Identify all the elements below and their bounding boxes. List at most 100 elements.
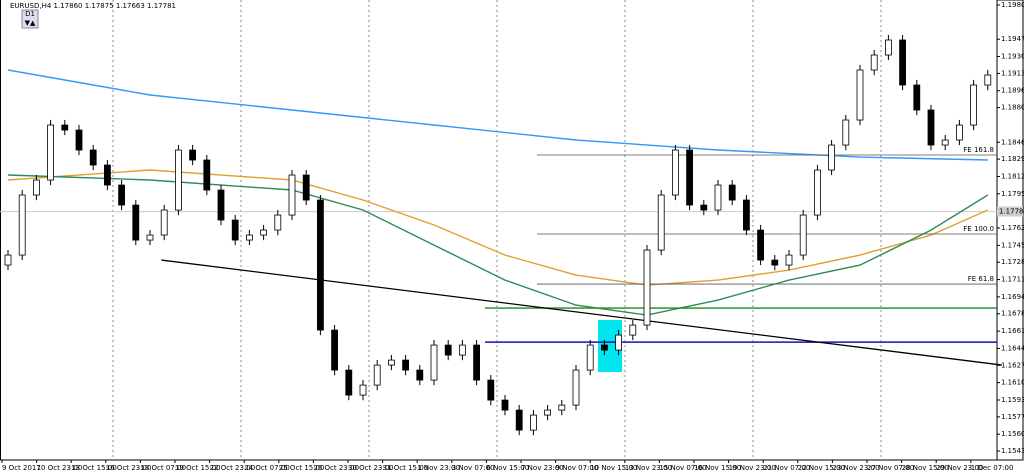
y-tick-label: 1.19300 xyxy=(1001,53,1024,61)
candle-body xyxy=(146,234,154,241)
x-tick-label: 10 Oct 23:00 xyxy=(37,464,83,472)
candle-body xyxy=(672,149,679,196)
candle-body xyxy=(75,129,83,151)
candle-body xyxy=(956,124,963,141)
x-tick-label: 19 Oct 15:00 xyxy=(175,464,221,472)
candle-body xyxy=(402,359,410,371)
x-tick-label: 25 Oct 15:00 xyxy=(279,464,325,472)
candle-body xyxy=(558,404,566,411)
y-tick-label: 1.18460 xyxy=(1001,138,1024,146)
y-tick-label: 1.18125 xyxy=(1001,172,1024,180)
y-tick-label: 1.19805 xyxy=(1001,1,1024,9)
y-tick-label: 1.17955 xyxy=(1001,190,1024,198)
candle-body xyxy=(18,194,26,256)
candle-body xyxy=(700,204,708,211)
candle-body xyxy=(61,124,69,131)
y-tick-label: 1.16780 xyxy=(1001,310,1024,318)
level-label: FE 161.8 xyxy=(963,146,994,154)
candle-body xyxy=(657,194,665,251)
candle-body xyxy=(842,119,850,146)
candle-body xyxy=(643,249,651,326)
x-tick-label: 16 Oct 23:00 xyxy=(106,464,152,472)
candle-body xyxy=(160,209,168,236)
timeframe-arrows[interactable]: ▼▲ xyxy=(25,19,36,27)
x-tick-label: 3 Nov 07:00 xyxy=(452,464,495,472)
x-tick-label: 6 Nov 15:00 xyxy=(486,464,529,472)
candle-body xyxy=(870,54,878,71)
y-tick-label: 1.17450 xyxy=(1001,241,1024,249)
y-tick-label: 1.17285 xyxy=(1001,258,1024,266)
separators xyxy=(112,0,882,460)
candle-body xyxy=(544,409,551,416)
candle-body xyxy=(487,379,495,401)
y-tick-label: 1.16105 xyxy=(1001,379,1024,387)
x-tick-label: 18 Oct 07:00 xyxy=(140,464,186,472)
y-tick-label: 1.19470 xyxy=(1001,35,1024,43)
candle-body xyxy=(4,254,12,266)
candle-body xyxy=(189,149,197,161)
x-tick-label: 19 Nov 23:00 xyxy=(729,464,776,472)
candle-body xyxy=(316,199,324,331)
candle-body xyxy=(799,214,807,256)
x-tick-label: 30 Oct 23:00 xyxy=(348,464,394,472)
candle-body xyxy=(203,159,211,191)
candle-body xyxy=(601,344,608,351)
x-tick-label: 21 Nov 07:00 xyxy=(763,464,810,472)
candle-body xyxy=(331,329,339,371)
candle-body xyxy=(174,149,182,211)
candle-body xyxy=(757,229,764,261)
x-tick-label: 13 Nov 23:00 xyxy=(625,464,672,472)
trendline xyxy=(161,259,1003,366)
x-tick-label: 15 Nov 07:00 xyxy=(659,464,706,472)
level-label: FE 61.8 xyxy=(968,275,994,283)
timeframe-box[interactable] xyxy=(21,9,39,29)
y-tick-label: 1.17115 xyxy=(1001,276,1024,284)
x-tick-label: 22 Nov 15:00 xyxy=(798,464,845,472)
candle-body xyxy=(387,359,395,366)
candle-body xyxy=(828,144,835,171)
candle-body xyxy=(430,344,438,381)
x-tick-label: 7 Nov 23:00 xyxy=(521,464,564,472)
candle-body xyxy=(274,214,282,231)
candle-body xyxy=(572,369,580,406)
candle-body xyxy=(970,84,977,126)
candle-body xyxy=(941,139,949,146)
x-tick-label: 27 Nov 07:00 xyxy=(867,464,914,472)
y-tick-label: 1.15935 xyxy=(1001,396,1024,404)
candle-body xyxy=(47,124,54,181)
y-tick-label: 1.15435 xyxy=(1001,447,1024,455)
candle-body xyxy=(302,174,310,201)
candle-body xyxy=(586,344,594,371)
chart-title: EURUSD,H4 1.17860 1.17875 1.17663 1.1778… xyxy=(10,2,176,10)
x-tick-label: 13 Oct 15:00 xyxy=(71,464,117,472)
x-tick-label: 9 Oct 2017 xyxy=(2,464,41,472)
candle-body xyxy=(359,384,367,396)
candle-body xyxy=(288,174,296,216)
moving-average xyxy=(7,69,988,161)
candle-body xyxy=(913,84,921,111)
x-tick-label: 10 Nov 15:00 xyxy=(590,464,637,472)
x-tick-label: 28 Nov 15:00 xyxy=(902,464,949,472)
candle-body xyxy=(132,204,140,241)
candle-body xyxy=(743,199,750,231)
level-label: FE 100.0 xyxy=(963,225,994,233)
candle-body xyxy=(501,399,509,411)
price-axis xyxy=(996,0,1024,461)
candle-body xyxy=(515,409,523,431)
candle-body xyxy=(530,414,537,431)
y-tick-label: 1.15600 xyxy=(1001,430,1024,438)
x-tick-label: 16 Nov 15:00 xyxy=(694,464,741,472)
candle-body xyxy=(217,189,225,221)
candle-body xyxy=(260,229,268,236)
candle-body xyxy=(89,149,97,166)
x-tick-label: 1 Dec 07:00 xyxy=(971,464,1014,472)
candle-body xyxy=(373,364,381,386)
y-tick-label: 1.18295 xyxy=(1001,155,1024,163)
x-tick-label: 29 Nov 23:00 xyxy=(936,464,983,472)
x-tick-label: 26 Oct 23:00 xyxy=(313,464,359,472)
candle-body xyxy=(245,234,253,241)
candle-body xyxy=(814,169,821,216)
candle-body xyxy=(458,344,466,356)
y-tick-label: 1.16275 xyxy=(1001,361,1024,369)
